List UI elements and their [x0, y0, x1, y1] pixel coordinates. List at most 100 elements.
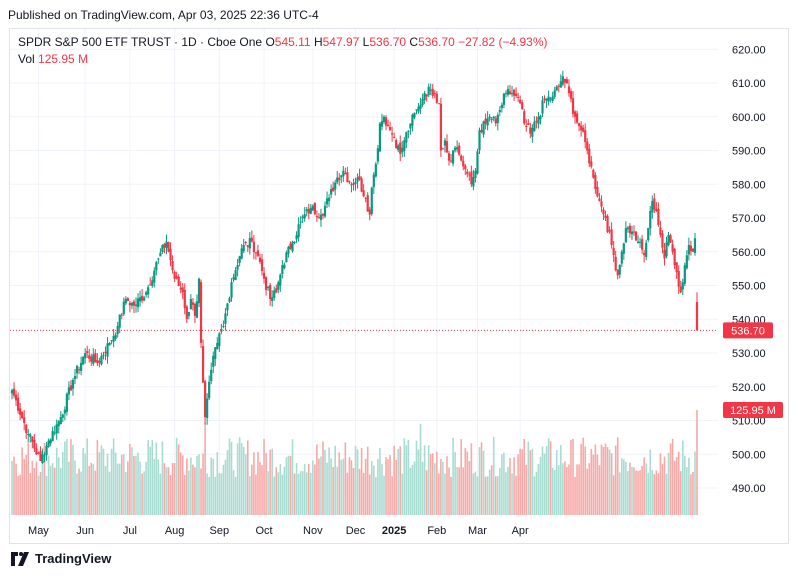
low-label: L — [362, 35, 370, 49]
candle-series — [10, 70, 699, 464]
volume-bar — [578, 464, 580, 515]
volume-bar — [492, 437, 495, 515]
candle-body — [423, 93, 426, 101]
volume-bar — [671, 438, 674, 515]
candle-body — [413, 112, 416, 118]
volume-bar — [281, 474, 284, 515]
volume-bar — [267, 471, 269, 515]
volume-bar — [322, 441, 324, 515]
volume-bar — [582, 437, 584, 515]
candle-body — [454, 147, 457, 151]
volume-bar — [163, 463, 166, 515]
candle-body — [147, 287, 150, 295]
volume-bar — [364, 458, 367, 515]
candle-body — [269, 284, 272, 299]
volume-bar — [147, 440, 149, 515]
x-axis: May Jun Jul Aug Sep Oct Nov Dec 2025 Feb Mar Apr — [28, 525, 529, 537]
candle-body — [281, 265, 284, 274]
volume-bar — [521, 449, 523, 515]
candle-body — [132, 301, 136, 306]
x-tick-label: Dec — [346, 525, 366, 537]
candle-body — [407, 130, 410, 132]
candle-body — [167, 242, 170, 252]
volume-bar — [342, 458, 345, 515]
volume-bar — [220, 473, 223, 515]
candle-body — [197, 278, 201, 304]
volume-bar — [33, 468, 36, 515]
volume-bar — [181, 455, 184, 515]
candle-body — [630, 231, 634, 235]
x-tick-label: Nov — [303, 525, 323, 537]
candle-body — [309, 207, 312, 214]
candle-body — [277, 282, 280, 290]
volume-bar — [208, 476, 210, 515]
volume-bar — [206, 473, 208, 515]
candle-body — [441, 148, 445, 150]
candle-body — [519, 99, 522, 104]
volume-bar — [562, 463, 564, 515]
volume-bar — [608, 449, 611, 515]
volume-bar — [15, 463, 17, 515]
volume-bar — [405, 445, 408, 515]
volume-bar — [240, 443, 243, 515]
candle-body — [624, 228, 627, 243]
volume-bar — [348, 457, 351, 515]
candle-body — [614, 256, 617, 271]
candle-body — [421, 99, 424, 105]
candle-body — [472, 177, 475, 187]
last-volume-label: 125.95 M — [730, 405, 776, 417]
symbol-title[interactable]: SPDR S&P 500 ETF TRUST · 1D · Cboe One — [18, 35, 263, 49]
candle-body — [293, 241, 296, 243]
volume-bar — [527, 441, 530, 515]
volume-bar — [637, 471, 639, 515]
candle-body — [153, 270, 156, 283]
volume-bar — [224, 459, 227, 515]
candle-body — [498, 110, 501, 112]
volume-bar — [141, 473, 143, 515]
volume-bar — [53, 467, 56, 515]
volume-bar — [80, 471, 82, 515]
candle-body — [16, 397, 20, 411]
volume-bar — [639, 470, 641, 515]
candle-body — [264, 277, 268, 290]
volume-bar — [696, 410, 698, 515]
volume-bar — [177, 444, 180, 515]
candle-body — [189, 299, 192, 310]
volume-bar — [179, 452, 182, 515]
candle-body — [482, 121, 485, 135]
volume-bar — [17, 475, 19, 515]
volume-bar — [309, 472, 312, 515]
volume-bar — [600, 444, 603, 515]
volume-bar — [25, 454, 28, 515]
candle-body — [643, 252, 646, 256]
candle-body — [557, 85, 560, 87]
volume-bar — [444, 473, 446, 515]
candle-body — [342, 170, 345, 177]
volume-bar — [289, 455, 292, 515]
candle-body — [222, 326, 225, 327]
candle-body — [332, 187, 335, 192]
candle-body — [252, 241, 255, 253]
volume-bar — [643, 457, 645, 515]
x-tick-label: Jun — [76, 525, 94, 537]
volume-bar — [62, 451, 64, 515]
volume-bar — [472, 473, 475, 515]
volume-bar — [110, 448, 113, 515]
volume-bar — [358, 468, 361, 515]
candle-body — [582, 127, 585, 132]
volume-bar — [238, 437, 241, 515]
candle-body — [634, 231, 638, 241]
grid-lines — [10, 29, 718, 515]
candle-body — [27, 434, 30, 435]
tradingview-brand[interactable]: TradingView — [9, 551, 111, 566]
candle-body — [561, 76, 564, 85]
volume-bar — [188, 470, 190, 515]
candle-body — [175, 276, 178, 279]
volume-bar — [165, 467, 168, 515]
candle-body — [325, 198, 329, 205]
candle-body — [29, 434, 32, 437]
volume-bar — [635, 470, 637, 515]
candle-body — [527, 123, 530, 125]
volume-bar — [43, 442, 46, 515]
